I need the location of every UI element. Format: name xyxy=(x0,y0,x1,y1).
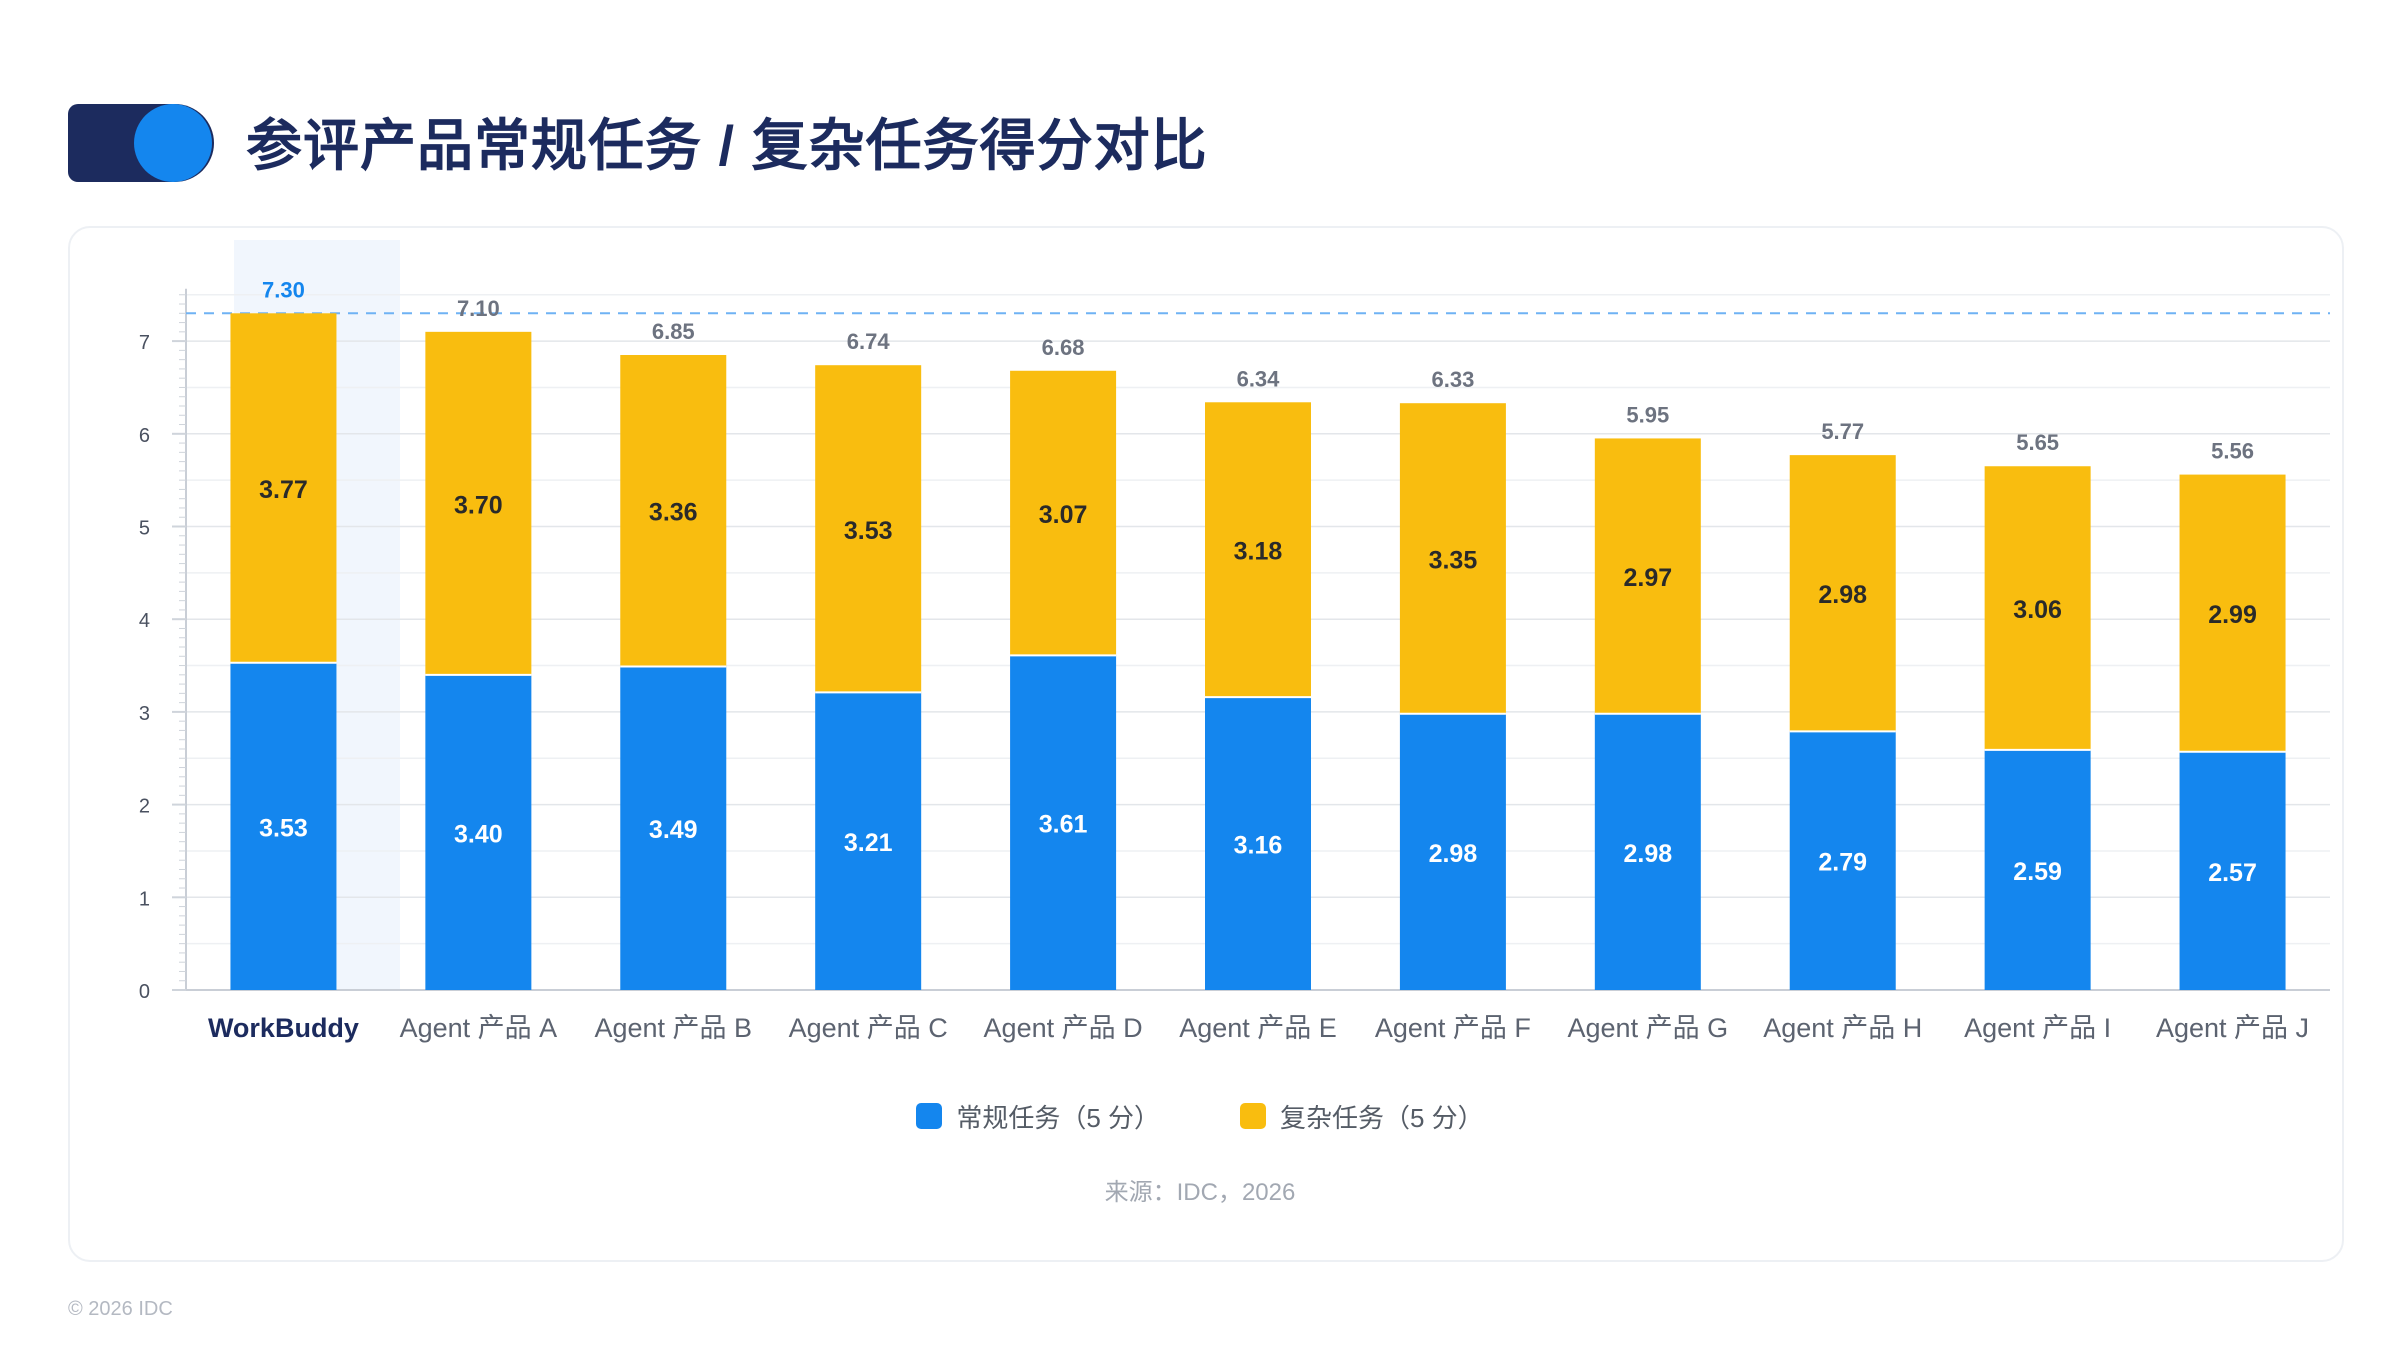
data-label-complex: 3.07 xyxy=(1039,501,1088,529)
brand-logo-icon xyxy=(68,104,214,182)
bar-regular xyxy=(1205,697,1311,990)
x-tick-label: Agent 产品 J xyxy=(2156,1013,2309,1043)
bar-complex xyxy=(2179,474,2286,752)
legend-swatch-regular xyxy=(916,1103,943,1129)
data-label-complex: 3.06 xyxy=(2013,596,2062,624)
x-tick-label: Agent 产品 A xyxy=(400,1013,558,1043)
total-label: 5.95 xyxy=(1626,402,1669,427)
total-label: 6.33 xyxy=(1431,367,1474,392)
y-tick-label: 6 xyxy=(139,425,150,447)
data-label-complex: 3.36 xyxy=(649,499,698,527)
data-label-regular: 2.59 xyxy=(2013,858,2062,886)
bar-complex xyxy=(815,365,922,693)
bar-complex xyxy=(1205,402,1311,698)
bar-regular xyxy=(1984,749,2091,990)
total-label: 5.65 xyxy=(2016,430,2059,455)
bar-complex xyxy=(1984,466,2091,750)
bar-regular xyxy=(1010,655,1117,990)
y-tick-label: 1 xyxy=(139,888,150,910)
legend-swatch-complex xyxy=(1240,1103,1266,1129)
data-label-regular: 2.57 xyxy=(2208,859,2257,887)
legend-item-regular: 常规任务（5 分） xyxy=(916,1096,1160,1136)
data-label-complex: 3.77 xyxy=(259,476,308,504)
legend-item-complex: 复杂任务（5 分） xyxy=(1240,1096,1484,1136)
data-label-complex: 3.70 xyxy=(454,491,503,519)
total-label: 7.30 xyxy=(262,277,305,302)
data-label-complex: 2.99 xyxy=(2208,601,2257,629)
bar-regular xyxy=(2179,751,2286,990)
data-label-complex: 3.18 xyxy=(1234,538,1283,566)
data-label-regular: 3.16 xyxy=(1234,832,1283,860)
x-tick-label: Agent 产品 D xyxy=(984,1013,1143,1043)
bar-regular xyxy=(425,674,532,990)
data-label-regular: 3.49 xyxy=(649,816,698,844)
data-label-regular: 3.61 xyxy=(1039,811,1088,839)
data-label-regular: 2.98 xyxy=(1429,840,1478,868)
bar-regular xyxy=(1399,713,1506,990)
x-tick-label: Agent 产品 E xyxy=(1179,1013,1337,1043)
x-tick-label: WorkBuddy xyxy=(208,1013,359,1043)
bar-complex xyxy=(1789,455,1896,732)
total-label: 6.85 xyxy=(652,319,695,344)
x-tick-label: Agent 产品 I xyxy=(1964,1013,2111,1043)
y-tick-label: 5 xyxy=(139,518,150,540)
data-label-regular: 3.40 xyxy=(454,820,503,848)
source-note: 来源：IDC，2026 xyxy=(1104,1179,1296,1206)
total-label: 5.77 xyxy=(1821,419,1864,444)
bar-regular xyxy=(1789,731,1896,990)
total-label: 6.34 xyxy=(1237,366,1281,391)
copyright-note: © 2026 IDC xyxy=(68,1298,173,1320)
bar-regular xyxy=(230,662,337,990)
x-tick-label: Agent 产品 C xyxy=(789,1013,948,1043)
data-label-complex: 3.53 xyxy=(844,517,893,545)
bar-regular xyxy=(815,692,922,990)
legend-label-regular: 常规任务（5 分） xyxy=(956,1102,1160,1133)
x-tick-label: Agent 产品 B xyxy=(594,1013,752,1043)
data-label-regular: 2.79 xyxy=(1818,849,1867,877)
y-tick-label: 7 xyxy=(139,332,150,354)
data-label-complex: 2.97 xyxy=(1623,564,1672,592)
bar-complex xyxy=(425,331,532,675)
bar-complex xyxy=(1010,370,1117,656)
bar-complex xyxy=(230,313,337,663)
logo-circle-shape xyxy=(134,104,212,182)
y-tick-label: 0 xyxy=(139,981,150,1003)
legend-label-complex: 复杂任务（5 分） xyxy=(1280,1102,1484,1133)
total-label: 5.56 xyxy=(2211,439,2254,464)
total-label: 6.68 xyxy=(1042,335,1085,360)
bar-regular xyxy=(1594,713,1701,990)
page-title: 参评产品常规任务 / 复杂任务得分对比 xyxy=(246,114,1208,177)
chart-legend: 常规任务（5 分） 复杂任务（5 分） xyxy=(0,1096,2400,1136)
bar-complex xyxy=(1594,438,1701,714)
x-tick-label: Agent 产品 F xyxy=(1375,1013,1531,1043)
y-tick-label: 2 xyxy=(139,796,150,818)
total-label: 7.10 xyxy=(457,296,500,321)
data-label-regular: 3.21 xyxy=(844,829,893,857)
x-tick-label: Agent 产品 G xyxy=(1568,1013,1729,1043)
bar-complex xyxy=(620,355,727,667)
x-tick-label: Agent 产品 H xyxy=(1763,1013,1922,1043)
data-label-regular: 2.98 xyxy=(1623,840,1672,868)
bar-complex xyxy=(1399,403,1506,714)
y-tick-label: 4 xyxy=(139,610,150,632)
bar-regular xyxy=(620,666,727,990)
total-label: 6.74 xyxy=(847,329,891,354)
data-label-complex: 2.98 xyxy=(1818,581,1867,609)
data-label-complex: 3.35 xyxy=(1429,546,1478,574)
y-tick-label: 3 xyxy=(139,703,150,725)
data-label-regular: 3.53 xyxy=(259,814,308,842)
